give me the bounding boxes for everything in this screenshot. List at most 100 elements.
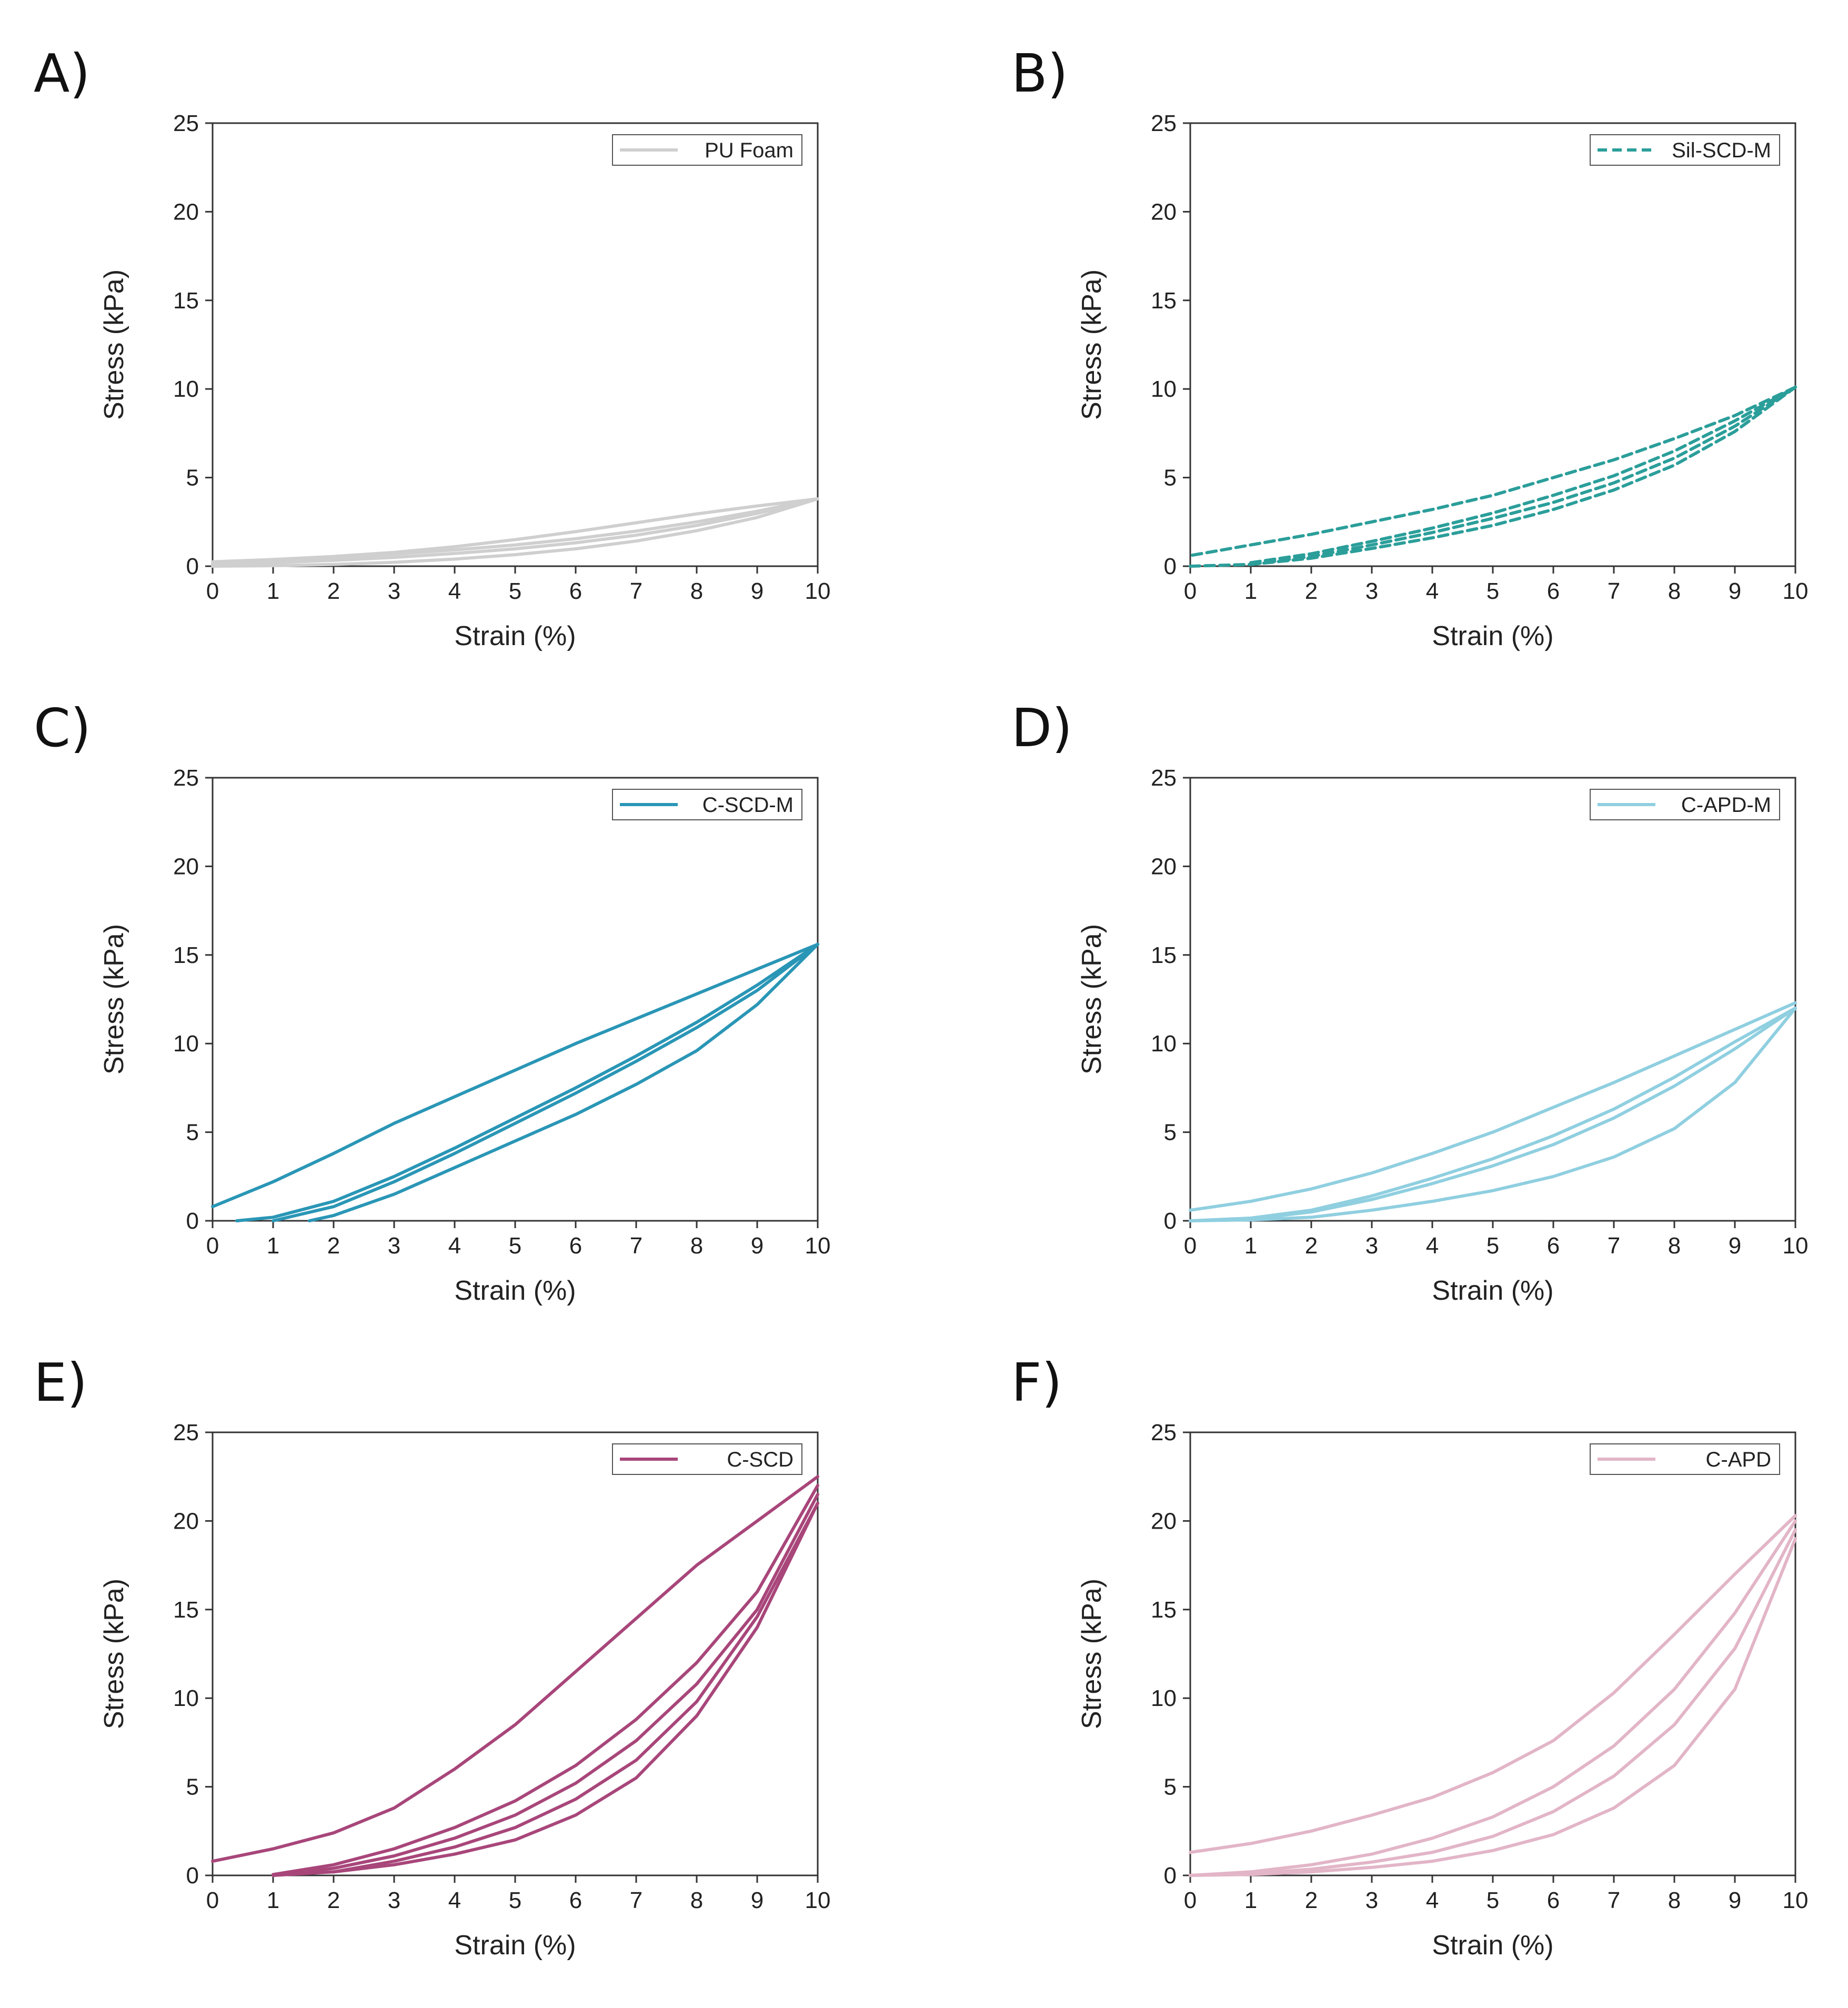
series-line-cycle-3 bbox=[1189, 1528, 1797, 1877]
series-line-cycle-2 bbox=[211, 497, 819, 565]
x-tick-label: 9 bbox=[751, 578, 764, 604]
legend-label: C-APD bbox=[1706, 1448, 1771, 1471]
x-tick-label: 9 bbox=[1729, 1233, 1741, 1259]
y-tick-label: 20 bbox=[173, 854, 199, 879]
legend-label: Sil-SCD-M bbox=[1672, 139, 1771, 162]
series-line-loading bbox=[308, 942, 819, 1222]
series-line-cycle-2 bbox=[1249, 385, 1797, 566]
y-tick-label: 25 bbox=[1151, 111, 1177, 136]
legend: Sil-SCD-M bbox=[1590, 134, 1780, 166]
panel-a: A) 0 1 2 3 4 5 6 7 8 9 10 0 5 10 15 20 25 Strain (%) Stress… bbox=[34, 43, 830, 651]
x-tick-label: 4 bbox=[448, 578, 461, 604]
x-tick-label: 6 bbox=[1547, 578, 1560, 604]
series-line-unloading bbox=[211, 497, 819, 564]
x-tick-label: 6 bbox=[569, 1887, 582, 1913]
x-tick-label: 8 bbox=[690, 1887, 703, 1913]
y-tick-label: 0 bbox=[186, 554, 199, 579]
series-line-cycle-3 bbox=[235, 942, 819, 1222]
x-axis-label: Strain (%) bbox=[1432, 1276, 1553, 1306]
y-tick-label: 10 bbox=[1151, 376, 1177, 402]
series-line-cycle-2 bbox=[272, 1492, 819, 1877]
y-tick-label: 20 bbox=[1151, 199, 1177, 225]
x-tick-label: 9 bbox=[1729, 578, 1741, 604]
panel-c: C) 0 1 2 3 4 5 6 7 8 9 10 0 5 10 15 20 25 Strain (%) Stress… bbox=[34, 697, 830, 1306]
x-tick-label: 5 bbox=[1487, 1887, 1499, 1913]
panel-letter: C) bbox=[34, 697, 91, 759]
y-tick-label: 20 bbox=[1151, 1508, 1177, 1534]
panel-f: F) 0 1 2 3 4 5 6 7 8 9 10 0 5 10 15 20 25 Strain (%) Stress… bbox=[1011, 1352, 1808, 1961]
legend: C-APD bbox=[1590, 1443, 1780, 1475]
y-axis-label: Stress (kPa) bbox=[1077, 269, 1107, 420]
x-tick-label: 10 bbox=[1783, 1887, 1809, 1913]
x-tick-label: 1 bbox=[267, 1233, 279, 1259]
legend-label: PU Foam bbox=[705, 139, 794, 162]
x-tick-label: 6 bbox=[569, 1233, 582, 1259]
plot-frame bbox=[212, 1431, 819, 1876]
legend: C-SCD-M bbox=[612, 789, 802, 820]
y-tick-label: 0 bbox=[1164, 1208, 1177, 1234]
y-axis-label: Stress (kPa) bbox=[99, 1579, 129, 1729]
series-line-unloading bbox=[211, 1475, 819, 1863]
y-tick-label: 5 bbox=[186, 1120, 199, 1146]
x-axis-label: Strain (%) bbox=[454, 1276, 576, 1306]
y-tick-label: 5 bbox=[186, 1774, 199, 1800]
legend: C-APD-M bbox=[1590, 789, 1780, 820]
x-tick-label: 3 bbox=[388, 578, 400, 604]
series-line-unloading bbox=[1189, 1514, 1797, 1854]
panel-d: D) 0 1 2 3 4 5 6 7 8 9 10 0 5 10 15 20 25 Strain (%) Stress… bbox=[1011, 697, 1808, 1306]
y-tick-label: 25 bbox=[1151, 1420, 1177, 1445]
x-tick-label: 0 bbox=[206, 1233, 219, 1259]
x-tick-label: 4 bbox=[448, 1233, 461, 1259]
y-tick-label: 5 bbox=[186, 465, 199, 491]
y-tick-label: 5 bbox=[1164, 1120, 1177, 1146]
x-tick-label: 10 bbox=[805, 1887, 831, 1913]
x-tick-label: 4 bbox=[1426, 1887, 1439, 1913]
y-tick-label: 15 bbox=[173, 1597, 199, 1623]
panel-letter: E) bbox=[34, 1352, 87, 1413]
y-axis-label: Stress (kPa) bbox=[99, 269, 129, 420]
series-line-cycle-2 bbox=[272, 942, 819, 1222]
series-line-unloading bbox=[1189, 385, 1797, 557]
x-tick-label: 3 bbox=[1365, 578, 1378, 604]
x-tick-label: 9 bbox=[751, 1233, 764, 1259]
series-line-cycle-2 bbox=[1189, 1006, 1797, 1222]
plot-frame bbox=[1189, 1431, 1796, 1876]
series-line-cycle-3 bbox=[211, 497, 819, 566]
x-tick-label: 3 bbox=[1365, 1887, 1378, 1913]
x-tick-label: 5 bbox=[509, 1233, 521, 1259]
x-axis-label: Strain (%) bbox=[1432, 621, 1553, 651]
x-tick-label: 2 bbox=[1305, 1887, 1318, 1913]
legend-box bbox=[1590, 1443, 1780, 1475]
x-tick-label: 10 bbox=[1783, 1233, 1809, 1259]
panel-e: E) 0 1 2 3 4 5 6 7 8 9 10 0 5 10 15 20 25 Strain (%) Stress… bbox=[34, 1352, 830, 1961]
panel-letter: A) bbox=[34, 43, 90, 104]
series-line-loading bbox=[1189, 385, 1797, 568]
y-tick-label: 10 bbox=[173, 376, 199, 402]
panel-letter: F) bbox=[1011, 1352, 1062, 1413]
y-tick-label: 5 bbox=[1164, 465, 1177, 491]
x-tick-label: 7 bbox=[1608, 578, 1620, 604]
x-tick-label: 9 bbox=[751, 1887, 764, 1913]
y-tick-label: 25 bbox=[173, 765, 199, 791]
y-tick-label: 0 bbox=[186, 1863, 199, 1889]
x-tick-label: 2 bbox=[327, 1233, 340, 1259]
y-tick-label: 15 bbox=[1151, 1597, 1177, 1623]
y-tick-label: 25 bbox=[173, 111, 199, 136]
x-tick-label: 0 bbox=[206, 578, 219, 604]
legend: C-SCD bbox=[612, 1443, 802, 1475]
x-tick-label: 5 bbox=[1487, 1233, 1499, 1259]
series-line-loading bbox=[1189, 1006, 1797, 1222]
y-axis-label: Stress (kPa) bbox=[1077, 924, 1107, 1075]
x-tick-label: 4 bbox=[1426, 1233, 1439, 1259]
y-tick-label: 15 bbox=[1151, 288, 1177, 314]
x-tick-label: 9 bbox=[1729, 1887, 1741, 1913]
panel-b: B) 0 1 2 3 4 5 6 7 8 9 10 0 5 10 15 20 25 Strain (%) Stress… bbox=[1011, 43, 1808, 651]
x-tick-label: 7 bbox=[1608, 1887, 1620, 1913]
x-tick-label: 10 bbox=[1783, 578, 1809, 604]
x-tick-label: 10 bbox=[805, 578, 831, 604]
x-axis-label: Strain (%) bbox=[454, 1930, 576, 1961]
x-tick-label: 5 bbox=[509, 1887, 521, 1913]
y-tick-label: 15 bbox=[1151, 942, 1177, 968]
x-tick-label: 4 bbox=[1426, 578, 1439, 604]
x-tick-label: 5 bbox=[509, 578, 521, 604]
